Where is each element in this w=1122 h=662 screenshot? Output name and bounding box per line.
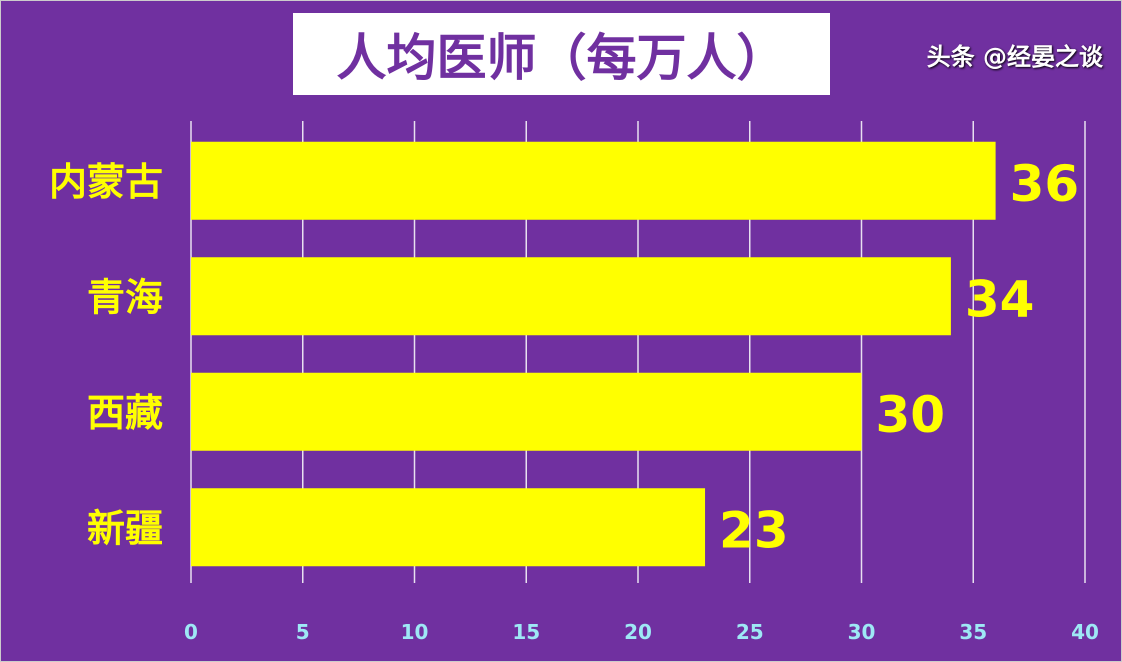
x-tick-label: 10 — [401, 620, 429, 644]
bar — [191, 257, 951, 336]
x-tick-label: 30 — [848, 620, 876, 644]
category-label: 新疆 — [87, 506, 163, 550]
data-label: 36 — [1010, 155, 1080, 213]
bar — [191, 141, 996, 220]
x-tick-label: 20 — [624, 620, 652, 644]
bar — [191, 372, 862, 451]
x-tick-label: 25 — [736, 620, 764, 644]
x-tick-label: 15 — [512, 620, 540, 644]
x-tick-label: 40 — [1071, 620, 1099, 644]
data-label: 30 — [876, 386, 946, 444]
bar — [191, 488, 706, 567]
category-label: 内蒙古 — [49, 160, 163, 204]
watermark: 头条 @经晏之谈 — [926, 43, 1103, 71]
category-label: 西藏 — [87, 391, 163, 435]
x-tick-label: 35 — [959, 620, 987, 644]
category-label: 青海 — [87, 275, 163, 319]
data-label: 23 — [719, 501, 789, 559]
x-tick-label: 0 — [184, 620, 198, 644]
chart-title: 人均医师（每万人） — [336, 29, 787, 87]
title-box: 人均医师（每万人） — [293, 13, 830, 95]
data-label: 34 — [965, 270, 1035, 328]
x-tick-label: 5 — [296, 620, 310, 644]
